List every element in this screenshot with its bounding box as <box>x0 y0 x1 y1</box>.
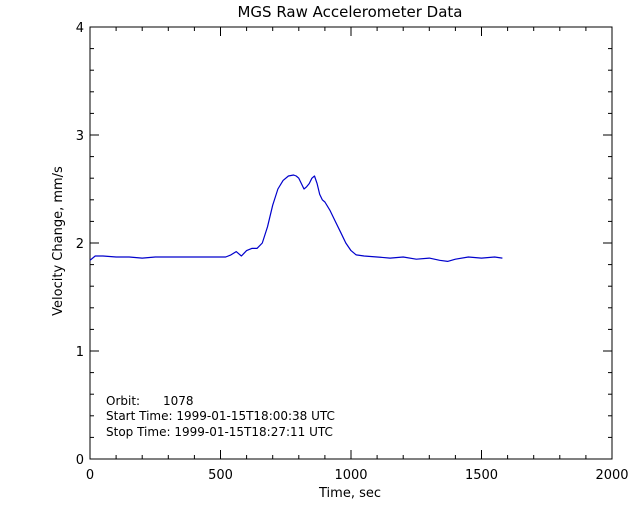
y-tick-label: 4 <box>76 21 84 36</box>
velocity-series-line <box>89 174 503 262</box>
y-tick-label: 3 <box>76 129 84 144</box>
y-tick-label: 2 <box>76 237 84 252</box>
x-axis: 0 500 1000 1500 2000 <box>86 27 629 483</box>
series-layer <box>89 174 503 262</box>
x-tick-label: 500 <box>208 468 233 483</box>
annotation-orbit: Orbit: 1078 <box>106 394 194 408</box>
x-tick-label: 1500 <box>465 468 498 483</box>
y-axis-label: Velocity Change, mm/s <box>51 166 66 316</box>
x-tick-label: 2000 <box>595 468 628 483</box>
annotation-stop-time: Stop Time: 1999-01-15T18:27:11 UTC <box>106 425 333 439</box>
x-axis-label: Time, sec <box>318 486 381 501</box>
x-tick-label: 0 <box>86 468 94 483</box>
y-axis: 0 1 2 3 4 <box>76 21 612 468</box>
annotation-start-time: Start Time: 1999-01-15T18:00:38 UTC <box>106 409 335 423</box>
orbit-info: Orbit: 1078 Start Time: 1999-01-15T18:00… <box>106 394 335 439</box>
chart-title: MGS Raw Accelerometer Data <box>237 3 462 21</box>
x-tick-label: 1000 <box>334 468 367 483</box>
y-tick-label: 0 <box>76 453 84 468</box>
y-tick-label: 1 <box>76 345 84 360</box>
